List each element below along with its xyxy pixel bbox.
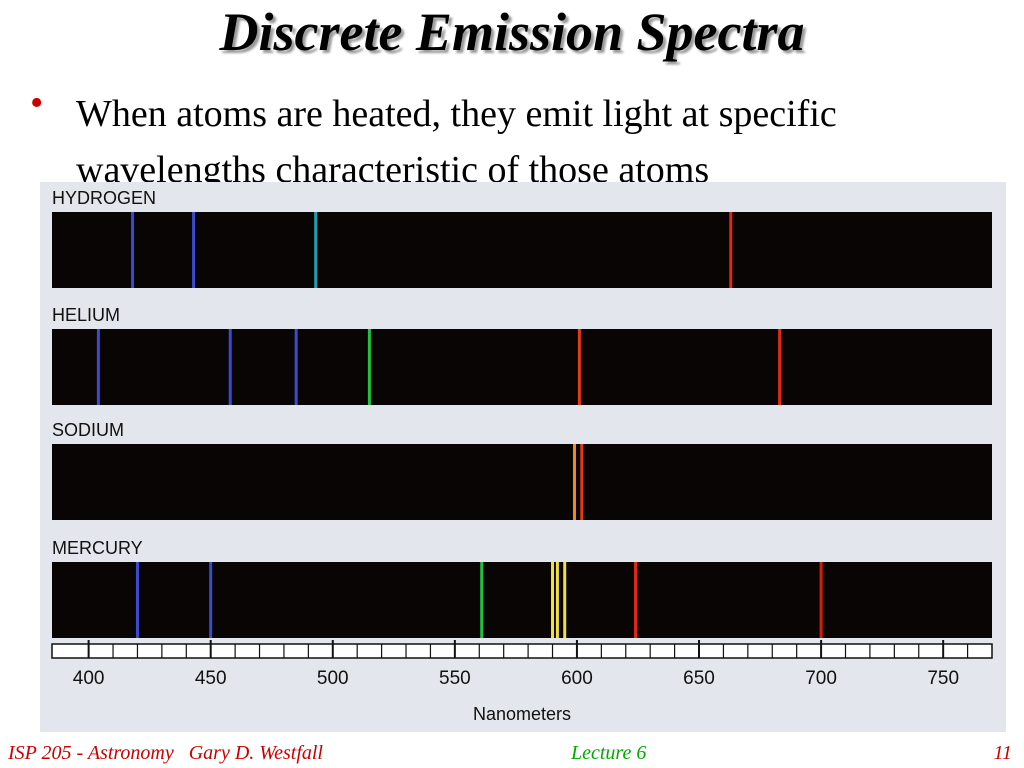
emission-line-mercury-7 — [819, 562, 823, 638]
emission-line-helium-3 — [367, 329, 371, 405]
emission-line-mercury-4 — [555, 562, 559, 638]
tick-label-400: 400 — [73, 668, 105, 689]
footer-course-author: ISP 205 - Astronomy Gary D. Westfall — [8, 742, 323, 764]
emission-line-mercury-3 — [551, 562, 555, 638]
emission-line-helium-0 — [96, 329, 100, 405]
slide-title: Discrete Emission Spectra — [219, 2, 805, 62]
tick-label-450: 450 — [195, 668, 227, 689]
emission-line-hydrogen-3 — [729, 212, 733, 288]
emission-line-helium-1 — [228, 329, 232, 405]
spectrum-label-mercury: MERCURY — [52, 538, 143, 558]
spectrum-strip-mercury — [52, 562, 992, 638]
spectra-chart: HYDROGEN HELIUM SODIUM MERCURY 400 450 500 550 6… — [51, 188, 993, 724]
emission-line-hydrogen-0 — [131, 212, 135, 288]
spectrum-label-helium: HELIUM — [52, 305, 120, 325]
bullet-text: When atoms are heated, they emit light a… — [76, 93, 837, 191]
spectrum-strip-sodium — [52, 444, 992, 520]
emission-line-helium-5 — [778, 329, 782, 405]
footer-lecture: Lecture 6 — [571, 742, 647, 764]
emission-line-mercury-5 — [563, 562, 567, 638]
emission-line-helium-2 — [294, 329, 298, 405]
emission-line-hydrogen-2 — [314, 212, 318, 288]
bullet-marker: • — [30, 82, 44, 124]
tick-label-500: 500 — [317, 668, 349, 689]
tick-label-600: 600 — [561, 668, 593, 689]
emission-line-mercury-1 — [209, 562, 213, 638]
emission-line-helium-4 — [577, 329, 581, 405]
tick-label-550: 550 — [439, 668, 471, 689]
spectrum-strip-hydrogen — [52, 212, 992, 288]
emission-line-mercury-6 — [634, 562, 638, 638]
tick-label-700: 700 — [805, 668, 837, 689]
emission-line-hydrogen-1 — [192, 212, 196, 288]
emission-line-mercury-0 — [135, 562, 139, 638]
spectrum-strip-helium — [52, 329, 992, 405]
spectrum-label-sodium: SODIUM — [52, 420, 124, 440]
tick-label-650: 650 — [683, 668, 715, 689]
spectrum-label-hydrogen: HYDROGEN — [52, 188, 156, 208]
tick-label-750: 750 — [927, 668, 959, 689]
emission-line-sodium-0 — [572, 444, 576, 520]
emission-line-mercury-2 — [480, 562, 484, 638]
axis-ruler — [51, 643, 993, 659]
footer-page-number: 11 — [993, 742, 1012, 764]
x-axis-title: Nanometers — [473, 704, 571, 724]
spectra-figure: HYDROGEN HELIUM SODIUM MERCURY 400 450 500 550 6… — [40, 182, 1006, 732]
emission-line-sodium-1 — [580, 444, 584, 520]
